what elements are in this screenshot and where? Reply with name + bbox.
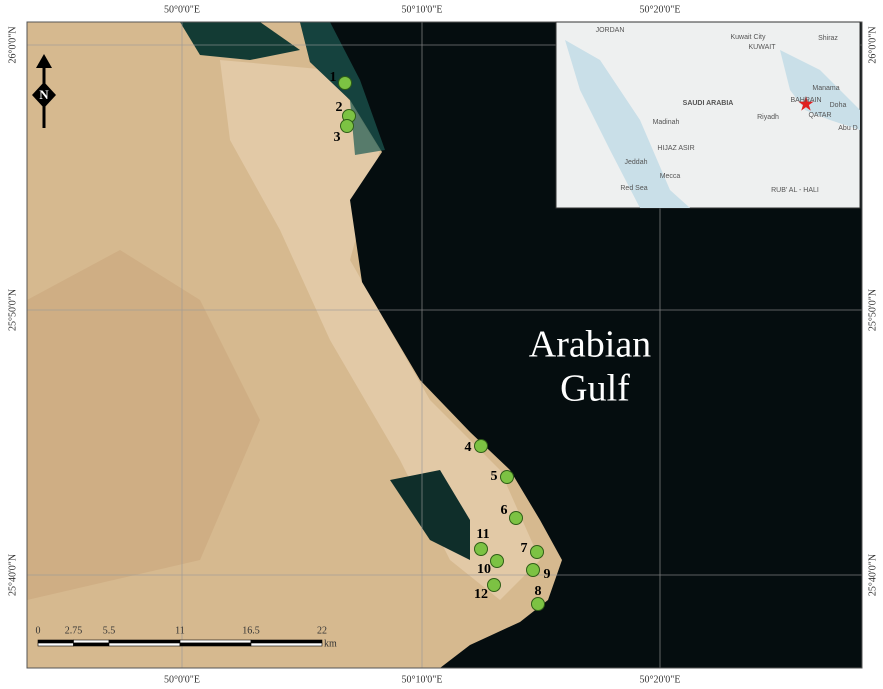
- lat-label: 25°40'0"N: [867, 554, 878, 596]
- lon-label: 50°20'0"E: [640, 4, 681, 15]
- scale-segment: [179, 639, 252, 644]
- lon-label: 50°0'0"E: [164, 4, 200, 15]
- inset-label: KUWAIT: [749, 44, 777, 51]
- sea-label: Arabian: [529, 324, 651, 366]
- scale-segment: [73, 639, 110, 644]
- site-label: 8: [535, 584, 542, 599]
- inset-star: ★: [797, 94, 815, 116]
- site-marker: [338, 76, 352, 90]
- inset-label: Mecca: [660, 173, 681, 180]
- site-label: 5: [491, 469, 498, 484]
- inset-gulf: [780, 50, 860, 130]
- site-label: 3: [334, 130, 341, 145]
- site-marker: [500, 470, 514, 484]
- lat-label: 25°50'0"N: [7, 289, 18, 331]
- scale-segment: [108, 639, 181, 644]
- inset-label: Shiraz: [818, 35, 838, 42]
- scale-segment: [108, 642, 181, 647]
- scale-segment: [37, 642, 74, 647]
- site-label: 4: [465, 440, 472, 455]
- site-label: 1: [330, 70, 337, 85]
- inset-label: Riyadh: [757, 114, 779, 121]
- lat-label: 26°0'0"N: [7, 26, 18, 63]
- inset-label: Jeddah: [625, 159, 648, 166]
- lon-label: 50°10'0"E: [402, 674, 443, 685]
- sabkha: [220, 60, 540, 600]
- inset-label: QATAR: [808, 112, 831, 119]
- site-marker: [474, 542, 488, 556]
- site-label: 7: [521, 541, 528, 556]
- scale-label: 22: [317, 625, 327, 636]
- map-frame: [26, 21, 863, 669]
- scale-label: 16.5: [242, 625, 260, 636]
- scale-label: 11: [175, 625, 185, 636]
- scale-segment: [179, 642, 252, 647]
- lon-label: 50°0'0"E: [164, 674, 200, 685]
- north-arrow: N: [32, 54, 56, 128]
- inset-label: Doha: [830, 102, 847, 109]
- arrow-head: [36, 54, 52, 68]
- inset-label: Kuwait City: [730, 34, 766, 41]
- sea-label: Gulf: [560, 368, 630, 410]
- site-label: 6: [501, 503, 508, 518]
- scale-segment: [250, 639, 323, 644]
- site-label: 10: [477, 562, 491, 577]
- inset-label: Abu D: [838, 125, 857, 132]
- inset-label: Madinah: [653, 119, 680, 126]
- inset-label: JORDAN: [596, 27, 625, 34]
- scale-segment: [73, 642, 110, 647]
- site-marker: [530, 545, 544, 559]
- inset-label: BAHRAIN: [790, 97, 821, 104]
- scale-segment: [37, 639, 74, 644]
- site-marker: [487, 578, 501, 592]
- inset-map: ★ JORDAN Kuwait City KUWAIT Shiraz SAUDI ARA…: [555, 21, 861, 209]
- site-label: 2: [336, 100, 343, 115]
- inset-label: Manama: [812, 85, 839, 92]
- scale-label: 0: [36, 625, 41, 636]
- inset-red-sea: [565, 40, 690, 208]
- lon-label: 50°20'0"E: [640, 674, 681, 685]
- lagoon-south: [390, 470, 470, 560]
- lat-label: 25°50'0"N: [867, 289, 878, 331]
- arrow-diamond: [32, 82, 56, 108]
- desert-texture: [27, 250, 260, 600]
- site-label: 11: [476, 527, 489, 542]
- scale-segment: [250, 642, 323, 647]
- lagoon: [180, 22, 300, 60]
- lat-label: 25°40'0"N: [7, 554, 18, 596]
- lon-label: 50°10'0"E: [402, 4, 443, 15]
- scale-label: 5.5: [103, 625, 116, 636]
- north-label: N: [39, 87, 49, 102]
- site-marker: [490, 554, 504, 568]
- site-marker: [509, 511, 523, 525]
- inset-label: RUB' AL - HALI: [771, 187, 819, 194]
- inset-label: Red Sea: [620, 185, 647, 192]
- site-marker: [531, 597, 545, 611]
- site-marker: [526, 563, 540, 577]
- inset-label: HIJAZ ASIR: [657, 145, 694, 152]
- site-marker: [340, 119, 354, 133]
- lat-label: 26°0'0"N: [867, 26, 878, 63]
- scale-label: 2.75: [65, 625, 83, 636]
- inset-label: SAUDI ARABIA: [683, 100, 734, 107]
- site-label: 9: [544, 567, 551, 582]
- site-label: 12: [474, 587, 488, 602]
- site-marker: [474, 439, 488, 453]
- scale-unit: km: [324, 638, 337, 649]
